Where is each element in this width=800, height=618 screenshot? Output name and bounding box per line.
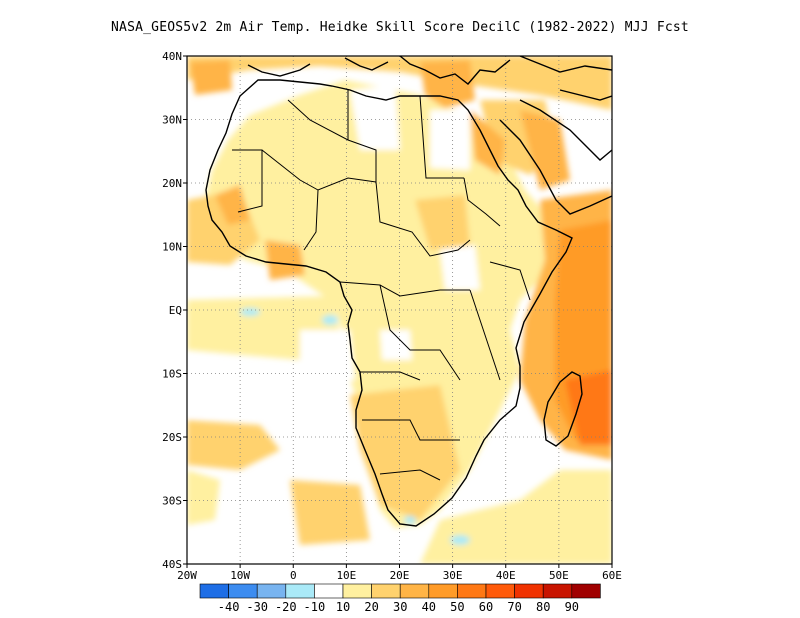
colorbar-label: -10 <box>304 600 326 614</box>
lat-tick-label: EQ <box>169 304 182 317</box>
colorbar-swatch <box>514 583 544 599</box>
lat-tick-label: 40N <box>162 50 182 63</box>
colorbar-label: 80 <box>536 600 550 614</box>
latitude-labels: 40N 30N 20N 10N EQ 10S 20S 30S 40S <box>162 50 187 571</box>
colorbar: -40 -30 -20 -10 10 20 30 40 50 60 70 80 90 <box>199 583 601 614</box>
lon-tick-label: 60E <box>602 569 622 582</box>
colorbar-label: 30 <box>393 600 407 614</box>
colorbar-label: 60 <box>479 600 493 614</box>
colorbar-swatch <box>428 583 458 599</box>
colorbar-swatch <box>399 583 430 599</box>
lon-tick-label: 10W <box>230 569 250 582</box>
lon-tick-label: 10E <box>336 569 356 582</box>
colorbar-swatch <box>485 583 515 599</box>
colorbar-swatch <box>314 583 344 599</box>
lon-tick-label: 50E <box>549 569 569 582</box>
colorbar-swatch <box>228 583 258 599</box>
colorbar-label: -30 <box>246 600 268 614</box>
lon-tick-label: 30E <box>443 569 463 582</box>
longitude-labels: 20W 10W 0 10E 20E 30E 40E 50E 60E <box>177 564 622 582</box>
lon-tick-label: 40E <box>496 569 516 582</box>
lat-tick-label: 10N <box>162 241 182 254</box>
africa-coastline <box>205 56 612 527</box>
lon-tick-label: 20W <box>177 569 197 582</box>
colorbar-label: 20 <box>364 600 378 614</box>
colorbar-label: 50 <box>450 600 464 614</box>
colorbar-label: 10 <box>336 600 350 614</box>
colorbar-label: 70 <box>507 600 521 614</box>
lat-tick-label: 40S <box>162 558 182 571</box>
lat-tick-label: 20N <box>162 177 182 190</box>
lat-tick-label: 10S <box>162 368 182 381</box>
lon-tick-label: 20E <box>390 569 410 582</box>
skill-field <box>187 56 612 564</box>
lat-tick-label: 20S <box>162 431 182 444</box>
colorbar-swatch <box>256 583 287 599</box>
colorbar-swatch <box>571 583 601 599</box>
colorbar-swatch <box>542 583 573 599</box>
lat-tick-label: 30N <box>162 114 182 127</box>
colorbar-swatch <box>285 583 315 599</box>
colorbar-swatch <box>371 583 401 599</box>
colorbar-label: 90 <box>565 600 579 614</box>
map-title: NASA_GEOS5v2 2m Air Temp. Heidke Skill S… <box>111 20 689 35</box>
colorbar-label: 40 <box>422 600 436 614</box>
colorbar-swatch <box>199 583 229 599</box>
graticule <box>187 56 612 564</box>
lat-tick-label: 30S <box>162 495 182 508</box>
lon-tick-label: 0 <box>290 569 297 582</box>
colorbar-swatch <box>342 583 372 599</box>
country-borders <box>232 90 531 481</box>
colorbar-label: -40 <box>218 600 240 614</box>
colorbar-swatch <box>457 583 487 599</box>
colorbar-label: -20 <box>275 600 297 614</box>
